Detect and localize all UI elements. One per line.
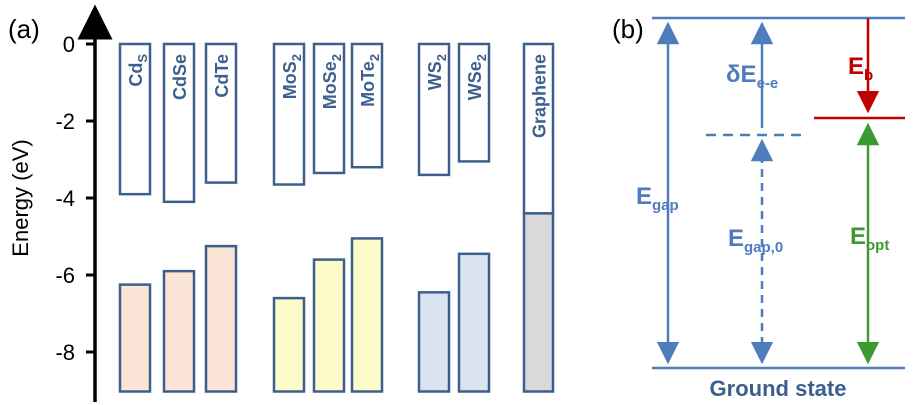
valence-bar: [522, 212, 555, 393]
material-cdte: CdTe: [204, 42, 238, 393]
material-label: MoSe2: [320, 54, 344, 109]
ground-state-label: Ground state: [710, 376, 847, 401]
y-tick-label: -2: [55, 109, 75, 134]
valence-bar: [457, 252, 491, 393]
panel-a: (a) Energy (eV) 0 -2 -4 -6 -8 CdS CdSe CdTe MoS…: [8, 4, 555, 402]
conduction-bar: [350, 42, 384, 169]
y-tick-label: -8: [55, 340, 75, 365]
bars: CdS CdSe CdTe MoS2 MoSe2 MoTe2 WS2 WSe2 Graphene: [118, 42, 555, 393]
valence-bar: [350, 237, 384, 393]
material-label: CdSe: [170, 54, 190, 100]
material-label: Graphene: [530, 54, 550, 138]
material-mote2: MoTe2: [350, 42, 384, 393]
panel-b-label: (b): [612, 14, 644, 44]
valence-bar: [204, 244, 238, 393]
egap0-label: Egap,0: [728, 225, 783, 256]
material-graphene: Graphene: [522, 42, 555, 393]
valence-bar: [272, 296, 306, 393]
conduction-bar: [204, 42, 238, 184]
y-ticks: 0 -2 -4 -6 -8: [55, 32, 95, 365]
conduction-bar: [417, 42, 451, 177]
material-label: CdS: [126, 54, 150, 87]
valence-bar: [312, 258, 346, 393]
panel-a-label: (a): [8, 14, 40, 44]
material-mos2: MoS2: [272, 42, 306, 393]
valence-bar: [118, 283, 152, 393]
conduction-bar: [118, 42, 152, 196]
material-cds: CdS: [118, 42, 152, 393]
conduction-bar: [162, 42, 196, 204]
valence-bar: [162, 269, 196, 393]
conduction-bar: [272, 42, 306, 186]
conduction-bar: [457, 42, 491, 163]
material-mose2: MoSe2: [312, 42, 346, 393]
material-label: WS2: [425, 54, 449, 90]
material-label: MoTe2: [358, 54, 382, 107]
eb-label: Eb: [848, 53, 873, 84]
conduction-bar: [312, 42, 346, 175]
conduction-bar: [522, 42, 555, 215]
y-tick-label: -6: [55, 263, 75, 288]
material-wse2: WSe2: [457, 42, 491, 393]
y-tick-label: -4: [55, 186, 75, 211]
panel-b: (b) Egap δEe-e Egap,0 Eb Eopt Ground sta…: [612, 14, 905, 401]
y-tick-label: 0: [63, 32, 75, 57]
egap-label: Egap: [636, 183, 679, 214]
delta-e-label: δEe-e: [726, 61, 778, 92]
material-ws2: WS2: [417, 42, 451, 393]
material-label: WSe2: [465, 54, 489, 100]
valence-bar: [417, 291, 451, 393]
eopt-label: Eopt: [850, 223, 889, 254]
material-cdse: CdSe: [162, 42, 196, 393]
material-label: MoS2: [280, 54, 304, 99]
material-label: CdTe: [212, 54, 232, 98]
y-axis-label: Energy (eV): [8, 139, 33, 256]
